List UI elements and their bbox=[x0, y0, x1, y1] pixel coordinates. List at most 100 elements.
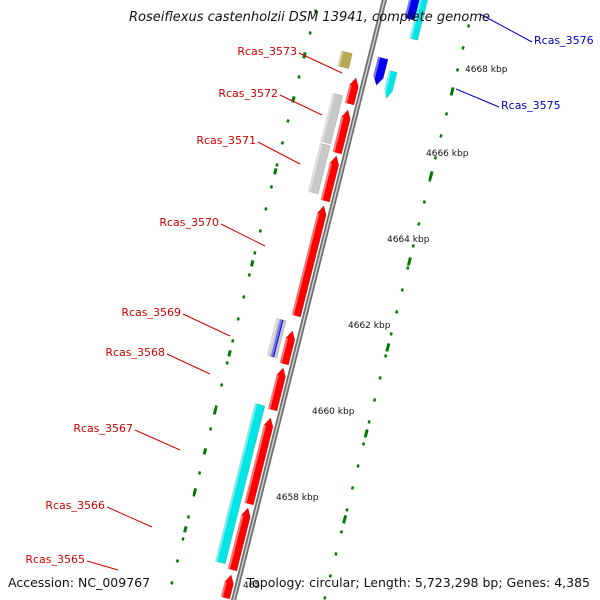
gene-label: Rcas_3566 bbox=[45, 499, 105, 512]
gene-rcas-3568 bbox=[267, 367, 286, 412]
right-tick-dot bbox=[356, 464, 360, 468]
gene-rcas-3576-b-highlight bbox=[409, 0, 422, 39]
left-tick-dot bbox=[242, 295, 246, 299]
gene-label: Rcas_3575 bbox=[501, 99, 561, 112]
gene-rcas-3573-outer bbox=[337, 50, 353, 69]
gene-label: Rcas_3568 bbox=[105, 346, 165, 359]
left-tick-dot bbox=[308, 31, 312, 35]
right-tick-major bbox=[342, 515, 348, 524]
gene-rcas-3573-highlight bbox=[345, 84, 352, 104]
scale-label: 4662 kbp bbox=[348, 321, 391, 331]
gene-leader-line bbox=[220, 223, 266, 247]
gene-leader-line bbox=[479, 13, 533, 43]
gene-rcas-3567-outer bbox=[215, 403, 266, 565]
gene-leader-line bbox=[257, 141, 301, 165]
gene-leader-line bbox=[182, 313, 231, 337]
gene-rcas-3576-a bbox=[404, 0, 420, 21]
right-tick-dot bbox=[422, 200, 426, 204]
gene-rcas-3572-highlight bbox=[332, 116, 344, 153]
left-tick-dot bbox=[297, 75, 301, 79]
genome-backbone-shine bbox=[232, 0, 386, 600]
left-tick-dot bbox=[225, 361, 229, 365]
left-tick-dot bbox=[236, 317, 240, 321]
left-tick-dot bbox=[170, 581, 174, 585]
left-tick-dot bbox=[214, 405, 218, 409]
right-tick-dot bbox=[350, 486, 355, 490]
left-tick-dot bbox=[186, 515, 191, 519]
right-tick-major bbox=[406, 257, 412, 266]
scale-label: 465 bbox=[243, 581, 260, 591]
gene-rcas-3566 bbox=[227, 507, 251, 572]
gene-label: Rcas_3570 bbox=[159, 216, 219, 229]
gene-label: Rcas_3569 bbox=[121, 306, 181, 319]
gene-leader-line bbox=[86, 560, 119, 571]
gene-rcas-3567-highlight bbox=[244, 424, 267, 504]
right-tick-dot bbox=[395, 310, 399, 314]
left-tick-major bbox=[227, 350, 232, 357]
gene-leader-line bbox=[166, 353, 211, 375]
gene-leader-line bbox=[455, 88, 500, 108]
gene-rcas-3566-highlight bbox=[228, 514, 244, 570]
gene-rcas-3571-highlight bbox=[320, 162, 333, 201]
right-tick-dot bbox=[345, 508, 349, 512]
right-tick-dot bbox=[384, 354, 388, 358]
gene-label: Rcas_3565 bbox=[25, 553, 85, 566]
right-tick-dot bbox=[406, 266, 410, 270]
gene-label: Rcas_3572 bbox=[218, 87, 278, 100]
scale-label: 4660 kbp bbox=[312, 407, 355, 417]
right-tick-major bbox=[385, 343, 391, 352]
gene-rcas-3567 bbox=[244, 417, 274, 506]
right-tick-dot bbox=[361, 442, 366, 446]
left-tick-dot bbox=[275, 163, 279, 167]
gene-label: Rcas_3576 bbox=[534, 34, 594, 47]
genome-summary: Topology: circular; Length: 5,723,298 bp… bbox=[246, 575, 590, 590]
gene-rcas-3565-highlight bbox=[221, 581, 227, 598]
right-tick-dot bbox=[433, 156, 438, 160]
gene-label: Rcas_3567 bbox=[73, 422, 133, 435]
right-tick-dot bbox=[417, 222, 421, 226]
right-tick-dot bbox=[323, 596, 327, 600]
gene-rcas-3569 bbox=[279, 330, 296, 366]
gene-rcas-3572-outer bbox=[320, 93, 344, 145]
gene-rcas-3575-a bbox=[373, 56, 389, 86]
gene-rcas-3569-stripe-highlight bbox=[271, 319, 283, 357]
gene-rcas-3573-outer-highlight bbox=[337, 50, 344, 67]
right-tick-major bbox=[363, 429, 369, 438]
right-tick-dot bbox=[389, 332, 393, 336]
scale-label: 4668 kbp bbox=[465, 65, 508, 75]
left-tick-dot bbox=[175, 559, 180, 563]
gene-leader-line bbox=[279, 94, 323, 116]
gene-rcas-3571 bbox=[320, 155, 340, 203]
right-tick-dot bbox=[444, 112, 449, 116]
right-tick-dot bbox=[467, 24, 471, 28]
right-tick-dot bbox=[378, 376, 382, 380]
gene-rcas-3575-b-highlight bbox=[382, 70, 392, 98]
genome-title: Roseiflexus castenholzii DSM 13941, comp… bbox=[129, 10, 490, 25]
gene-leader-line bbox=[298, 52, 343, 74]
right-tick-dot bbox=[411, 244, 415, 248]
left-tick-major bbox=[183, 526, 188, 533]
left-tick-dot bbox=[231, 339, 235, 343]
scale-label: 4658 kbp bbox=[276, 493, 319, 503]
left-tick-dot bbox=[209, 427, 213, 431]
gene-rcas-3569-highlight bbox=[279, 337, 289, 364]
right-tick-major bbox=[449, 87, 455, 96]
left-tick-dot bbox=[220, 383, 224, 387]
right-tick-dot bbox=[367, 420, 371, 424]
gene-rcas-3568-highlight bbox=[268, 374, 279, 410]
gene-rcas-3571-outer-highlight bbox=[308, 143, 323, 192]
right-tick-dot bbox=[439, 134, 443, 138]
gene-leader-line bbox=[134, 429, 181, 451]
left-tick-dot bbox=[197, 471, 202, 475]
scale-label: 4664 kbp bbox=[387, 235, 430, 245]
left-tick-major bbox=[212, 408, 218, 415]
left-tick-major bbox=[273, 168, 278, 175]
right-tick-dot bbox=[400, 288, 404, 292]
right-tick-dot bbox=[455, 68, 460, 72]
left-tick-dot bbox=[247, 273, 251, 277]
right-tick-dot bbox=[334, 552, 338, 556]
right-tick-dot bbox=[339, 530, 344, 534]
gene-rcas-3572 bbox=[332, 109, 351, 155]
gene-rcas-3567-outer-highlight bbox=[215, 403, 258, 562]
gene-rcas-3565 bbox=[220, 574, 234, 600]
